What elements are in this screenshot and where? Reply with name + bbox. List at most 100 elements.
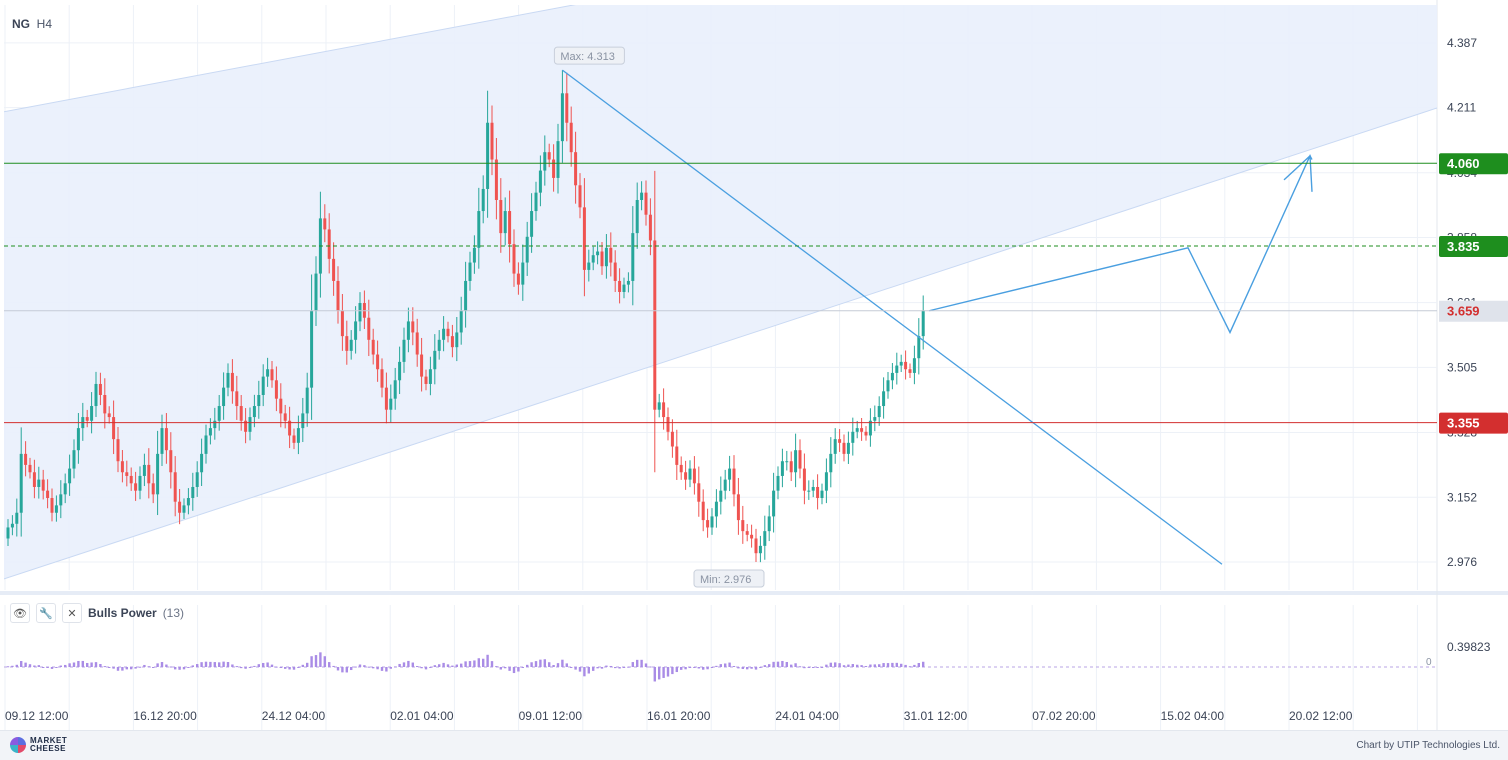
bulls-bar: [671, 667, 674, 675]
candle-body: [10, 523, 14, 528]
candle-body: [710, 516, 714, 528]
bulls-bar: [328, 662, 331, 667]
candle-body: [622, 284, 626, 292]
bulls-bar: [834, 662, 837, 667]
bulls-bar: [191, 665, 194, 667]
min-marker-label: Min: 2.976: [700, 574, 751, 586]
bulls-bar: [882, 663, 885, 667]
level-tag: [1439, 153, 1508, 175]
bulls-bar: [688, 667, 692, 668]
bulls-bar: [851, 664, 854, 667]
bulls-bar: [178, 667, 181, 670]
close-icon[interactable]: ✕: [62, 603, 82, 623]
candle-body: [68, 468, 72, 484]
logo-text: MARKET CHEESE: [30, 737, 67, 753]
candle-body: [802, 468, 806, 491]
candle-body: [340, 310, 344, 337]
candle-body: [701, 501, 705, 521]
candle-body: [556, 141, 560, 178]
level-tag-label: 3.659: [1447, 304, 1480, 319]
bulls-bar: [473, 660, 476, 667]
time-tick-label: 09.01 12:00: [519, 709, 583, 723]
bulls-bar: [112, 667, 115, 669]
candle-body: [420, 354, 424, 377]
candle-body: [569, 122, 573, 153]
candle-body: [354, 321, 358, 340]
bulls-bars: [6, 652, 925, 682]
bulls-bar: [596, 667, 599, 669]
bulls-bar: [803, 667, 806, 669]
candle-body: [222, 387, 226, 407]
bulls-bar: [306, 662, 309, 667]
bulls-bar: [873, 664, 876, 667]
bulls-bar: [165, 664, 168, 667]
bulls-bar: [420, 667, 423, 669]
bulls-bar: [279, 667, 282, 668]
candle-body: [230, 372, 234, 392]
bulls-bar: [521, 667, 524, 668]
candle-body: [424, 376, 428, 384]
candle-body: [314, 273, 318, 311]
candle-body: [481, 188, 485, 212]
candle-body: [6, 527, 10, 539]
footer: MARKET CHEESE Chart by UTIP Technologies…: [0, 730, 1508, 760]
candle-body: [591, 255, 595, 263]
candle-body: [657, 402, 661, 410]
trendline: [562, 69, 1223, 565]
candle-body: [807, 490, 811, 492]
candle-body: [767, 516, 771, 532]
bulls-bar: [499, 667, 502, 670]
bulls-bar: [618, 667, 621, 669]
bulls-bar: [640, 659, 643, 667]
time-tick-label: 31.01 12:00: [904, 709, 968, 723]
bulls-bar: [15, 664, 18, 667]
candle-body: [437, 339, 441, 351]
candle-body: [921, 310, 925, 337]
candle-body: [842, 442, 846, 454]
bulls-bar: [482, 658, 485, 667]
symbol-label: NG: [12, 17, 30, 31]
candle-body: [28, 464, 32, 473]
bulls-bar: [556, 663, 560, 667]
candle-body: [349, 339, 353, 351]
candle-body: [719, 490, 723, 502]
brand-logo[interactable]: MARKET CHEESE: [10, 737, 67, 753]
candle-body: [904, 361, 908, 370]
bulls-bar: [658, 667, 661, 680]
bulls-bar: [99, 663, 102, 667]
candle-body: [543, 152, 547, 171]
candle-body: [63, 483, 67, 495]
bulls-bar: [46, 667, 49, 668]
bulls-bar: [724, 663, 727, 667]
bulls-bar: [116, 667, 120, 671]
bulls-bar: [838, 663, 841, 667]
candle-body: [217, 406, 221, 421]
candle-body: [279, 398, 283, 414]
levels[interactable]: 4.060 3.835 3.659 3.355: [4, 153, 1508, 434]
candle-body: [895, 365, 899, 373]
bulls-bar: [878, 664, 881, 667]
candle-body: [675, 446, 679, 465]
candle-body: [235, 391, 239, 407]
bulls-bar: [587, 667, 590, 674]
price-pane[interactable]: Max: 4.313 Min: 2.976: [4, 0, 1437, 588]
forecast-arrowhead: [1283, 154, 1313, 192]
bulls-bar: [90, 662, 93, 667]
candle-body: [50, 498, 54, 513]
candle-body: [274, 380, 278, 399]
bulls-bar: [754, 667, 758, 670]
bulls-bar: [266, 662, 269, 667]
bulls-bar: [517, 667, 520, 672]
bulls-bar: [125, 667, 128, 670]
bulls-bar: [860, 665, 863, 667]
wrench-icon[interactable]: 🔧: [36, 603, 56, 623]
eye-icon[interactable]: 👁: [10, 603, 30, 623]
bulls-power-pane[interactable]: [6, 652, 925, 682]
candle-body: [112, 417, 116, 440]
bulls-bar: [72, 662, 76, 667]
candle-body: [182, 505, 186, 513]
candle-body: [873, 417, 877, 421]
candle-body: [125, 472, 129, 476]
bulls-bar: [847, 664, 850, 667]
